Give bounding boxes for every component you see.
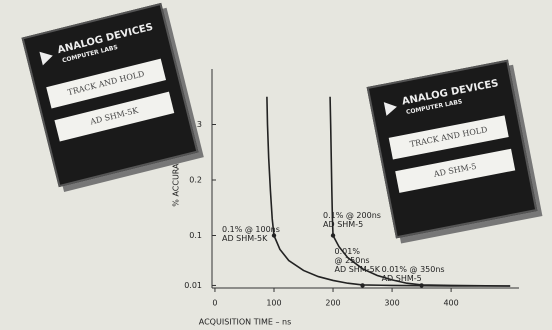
x-axis-label: ACQUISITION TIME – ns (199, 318, 291, 327)
annotation-text: AD SHM-5K (222, 234, 268, 243)
annotation-point (271, 233, 277, 238)
annotation-text: 0.1% @ 100ns (222, 225, 280, 234)
annotation-text: @ 250ns (335, 256, 370, 265)
annotation-text: 0.01% @ 350ns (382, 265, 445, 274)
y-axis-label: % ACCURACY (172, 153, 181, 207)
x-tick-label: 200 (325, 299, 340, 308)
curve (329, 96, 511, 287)
x-tick-label: 400 (443, 299, 458, 308)
y-tick-label: 0.1 (189, 231, 202, 240)
y-tick-label: 0.2 (189, 176, 202, 185)
annotation-text: AD SHM-5 (323, 220, 363, 229)
product-box: ANALOG DEVICES COMPUTER LABS TRACK AND H… (366, 59, 538, 239)
annotation-point (330, 233, 336, 238)
y-tick-label: 0.01 (184, 281, 202, 290)
curve (266, 96, 511, 287)
annotation-text: 0.1% @ 200ns (323, 211, 381, 220)
x-tick-label: 0 (212, 299, 217, 308)
annotation-point (419, 283, 424, 288)
annotation-text: AD SHM-5 (382, 274, 422, 283)
x-tick-label: 300 (384, 299, 399, 308)
logo (39, 48, 55, 66)
x-tick-label: 100 (266, 299, 281, 308)
annotation-text: AD SHM-5K (335, 265, 381, 274)
y-tick-label: 0.3 (189, 120, 202, 129)
logo (383, 99, 399, 116)
annotation-text: 0.01% (335, 247, 361, 256)
annotation-point (360, 283, 365, 288)
